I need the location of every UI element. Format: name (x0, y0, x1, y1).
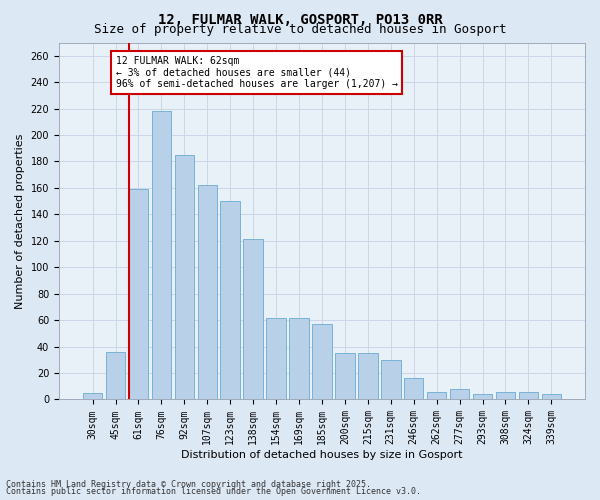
Bar (450, 389, 469, 400)
Bar (404, 378, 424, 400)
Text: 12, FULMAR WALK, GOSPORT, PO13 0RR: 12, FULMAR WALK, GOSPORT, PO13 0RR (158, 12, 442, 26)
Bar (244, 240, 263, 400)
Bar (266, 318, 286, 400)
Bar (83, 393, 103, 400)
Bar (335, 353, 355, 400)
Bar (197, 186, 217, 400)
Bar (175, 155, 194, 400)
Bar (542, 394, 561, 400)
Bar (312, 324, 332, 400)
Bar (289, 318, 309, 400)
Text: Contains public sector information licensed under the Open Government Licence v3: Contains public sector information licen… (6, 487, 421, 496)
Text: Size of property relative to detached houses in Gosport: Size of property relative to detached ho… (94, 22, 506, 36)
Bar (106, 352, 125, 400)
Bar (427, 392, 446, 400)
Text: Contains HM Land Registry data © Crown copyright and database right 2025.: Contains HM Land Registry data © Crown c… (6, 480, 371, 489)
X-axis label: Distribution of detached houses by size in Gosport: Distribution of detached houses by size … (181, 450, 463, 460)
Bar (381, 360, 401, 400)
Y-axis label: Number of detached properties: Number of detached properties (15, 134, 25, 308)
Bar (152, 112, 171, 400)
Bar (358, 353, 377, 400)
Bar (518, 392, 538, 400)
Text: 12 FULMAR WALK: 62sqm
← 3% of detached houses are smaller (44)
96% of semi-detac: 12 FULMAR WALK: 62sqm ← 3% of detached h… (116, 56, 398, 89)
Bar (128, 190, 148, 400)
Bar (220, 201, 240, 400)
Bar (473, 394, 492, 400)
Bar (496, 392, 515, 400)
